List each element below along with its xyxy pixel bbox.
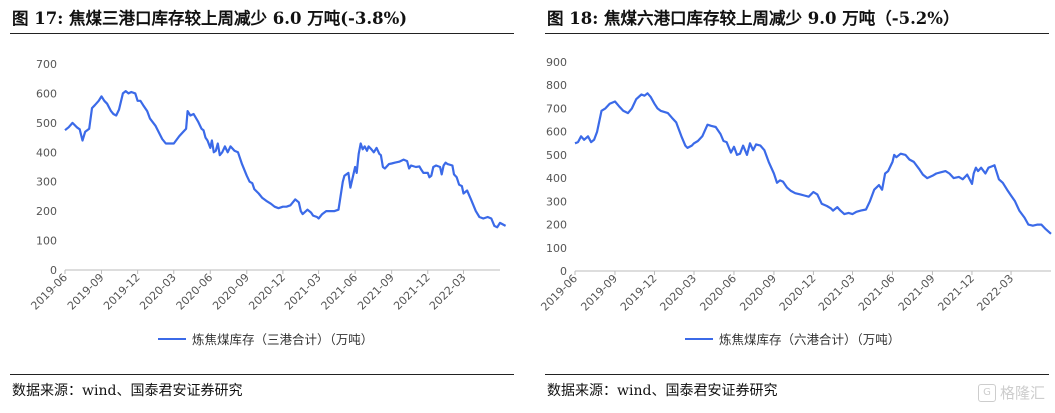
legend-label: 炼焦煤库存（六港合计）（万吨）: [719, 332, 901, 347]
y-tick-label: 400: [36, 146, 57, 159]
y-tick-label: 0: [560, 265, 567, 278]
x-tick-label: 2019-09: [65, 271, 107, 313]
legend-swatch: [158, 337, 186, 340]
x-tick-label: 2019-06: [538, 272, 580, 314]
x-tick-label: 2020-12: [777, 272, 819, 314]
x-tick-label: 2021-12: [935, 272, 977, 314]
watermark-icon: G: [977, 383, 996, 402]
source-note: 数据来源：wind、国泰君安证券研究: [547, 383, 778, 399]
y-tick-label: 400: [546, 172, 567, 185]
legend-swatch: [685, 337, 713, 340]
x-tick-label: 2019-06: [28, 271, 70, 313]
chart-panel-left: 图 17: 焦煤三港口库存较上周减少 6.0 万吨(-3.8%) 0 100 200…: [0, 0, 520, 413]
title-rule: [10, 33, 514, 34]
y-tick-label: 500: [36, 117, 57, 130]
figure-title: 图 18: 焦煤六港口库存较上周减少 9.0 万吨（-5.2%）: [547, 9, 960, 28]
y-tick-label: 0: [50, 264, 57, 277]
chart-legend: 炼焦煤库存（三港合计）（万吨）: [158, 329, 373, 348]
y-tick-label: 300: [546, 195, 567, 208]
y-tick-label: 200: [36, 205, 57, 218]
x-tick-label: 2020-03: [657, 272, 699, 314]
y-tick-label: 600: [546, 126, 567, 139]
x-tick-label: 2021-03: [282, 271, 324, 313]
y-tick-label: 700: [36, 58, 57, 71]
series-line: [64, 89, 507, 229]
line-chart-three-ports: 0 100 200 300 400 500 600 700 2019-062019-092019…: [28, 58, 507, 313]
x-tick-label: 2020-09: [210, 271, 252, 313]
x-tick-label: 2021-09: [896, 272, 938, 314]
x-tick-label: 2021-03: [816, 272, 858, 314]
figure-title: 图 17: 焦煤三港口库存较上周减少 6.0 万吨(-3.8%): [12, 9, 408, 28]
y-tick-label: 900: [546, 56, 567, 69]
x-tick-label: 2020-03: [137, 271, 179, 313]
series-line: [574, 92, 1052, 235]
x-tick-label: 2022-03: [427, 271, 469, 313]
x-tick-label: 2019-12: [618, 272, 660, 314]
y-tick-label: 500: [546, 149, 567, 162]
x-tick-label: 2020-12: [246, 271, 288, 313]
y-tick-label: 100: [546, 242, 567, 255]
y-tick-label: 600: [36, 87, 57, 100]
x-tick-label: 2021-06: [856, 272, 898, 314]
x-tick-label: 2019-12: [101, 271, 143, 313]
y-tick-label: 800: [546, 79, 567, 92]
y-tick-label: 200: [546, 219, 567, 232]
bottom-rule: [545, 374, 1049, 375]
x-tick-label: 2021-12: [391, 271, 433, 313]
y-tick-label: 700: [546, 102, 567, 115]
x-tick-label: 2020-06: [697, 272, 739, 314]
line-chart-six-ports: 01002003004005006007008009002019-062019-…: [538, 56, 1052, 314]
chart-panel-right: 图 18: 焦煤六港口库存较上周减少 9.0 万吨（-5.2%） 0 100 200…: [535, 0, 1055, 413]
watermark-text: 格隆汇: [999, 384, 1045, 402]
x-tick-label: 2020-06: [174, 271, 216, 313]
legend-label: 炼焦煤库存（三港合计）（万吨）: [192, 332, 374, 347]
bottom-rule: [10, 374, 514, 375]
chart-legend: 炼焦煤库存（六港合计）（万吨）: [685, 329, 900, 348]
title-rule: [545, 33, 1049, 34]
y-tick-label: 300: [36, 176, 57, 189]
x-tick-label: 2021-09: [355, 271, 397, 313]
x-tick-label: 2022-03: [974, 272, 1016, 314]
x-tick-label: 2021-06: [319, 271, 361, 313]
source-note: 数据来源：wind、国泰君安证券研究: [12, 383, 243, 399]
x-tick-label: 2020-09: [737, 272, 779, 314]
watermark-logo: G 格隆汇: [977, 382, 1045, 403]
x-tick-label: 2019-09: [578, 272, 620, 314]
y-tick-label: 100: [36, 235, 57, 248]
